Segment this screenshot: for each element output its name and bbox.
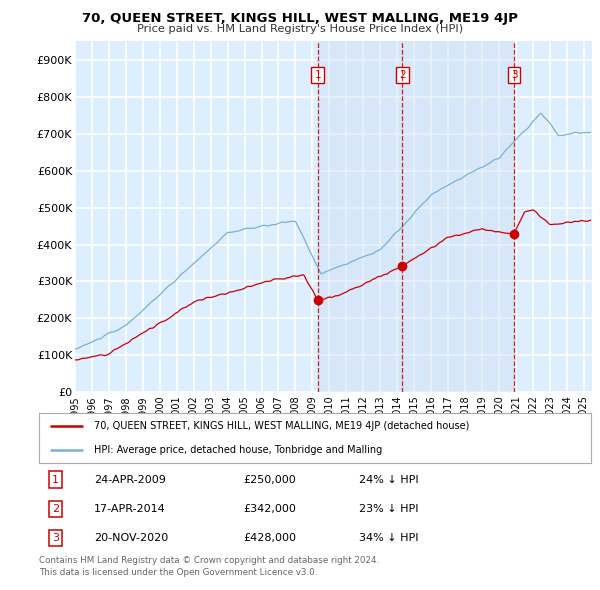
Text: 24-APR-2009: 24-APR-2009 bbox=[94, 474, 166, 484]
Text: This data is licensed under the Open Government Licence v3.0.: This data is licensed under the Open Gov… bbox=[39, 568, 317, 576]
Text: Price paid vs. HM Land Registry's House Price Index (HPI): Price paid vs. HM Land Registry's House … bbox=[137, 24, 463, 34]
Bar bbox=[317, 41, 402, 392]
Text: 20-NOV-2020: 20-NOV-2020 bbox=[94, 533, 169, 543]
Text: 17-APR-2014: 17-APR-2014 bbox=[94, 504, 166, 514]
Text: 3: 3 bbox=[52, 533, 59, 543]
Bar bbox=[402, 41, 514, 392]
Text: 2: 2 bbox=[52, 504, 59, 514]
Text: Contains HM Land Registry data © Crown copyright and database right 2024.: Contains HM Land Registry data © Crown c… bbox=[39, 556, 379, 565]
Text: 23% ↓ HPI: 23% ↓ HPI bbox=[359, 504, 419, 514]
Text: 1: 1 bbox=[314, 70, 321, 80]
Text: 1: 1 bbox=[52, 474, 59, 484]
Text: £342,000: £342,000 bbox=[243, 504, 296, 514]
Text: 3: 3 bbox=[511, 70, 517, 80]
Text: £428,000: £428,000 bbox=[243, 533, 296, 543]
Text: HPI: Average price, detached house, Tonbridge and Malling: HPI: Average price, detached house, Tonb… bbox=[94, 445, 382, 455]
Text: £250,000: £250,000 bbox=[243, 474, 296, 484]
Text: 2: 2 bbox=[399, 70, 406, 80]
Text: 70, QUEEN STREET, KINGS HILL, WEST MALLING, ME19 4JP (detached house): 70, QUEEN STREET, KINGS HILL, WEST MALLI… bbox=[94, 421, 470, 431]
Text: 24% ↓ HPI: 24% ↓ HPI bbox=[359, 474, 419, 484]
Text: 70, QUEEN STREET, KINGS HILL, WEST MALLING, ME19 4JP: 70, QUEEN STREET, KINGS HILL, WEST MALLI… bbox=[82, 12, 518, 25]
Text: 34% ↓ HPI: 34% ↓ HPI bbox=[359, 533, 419, 543]
